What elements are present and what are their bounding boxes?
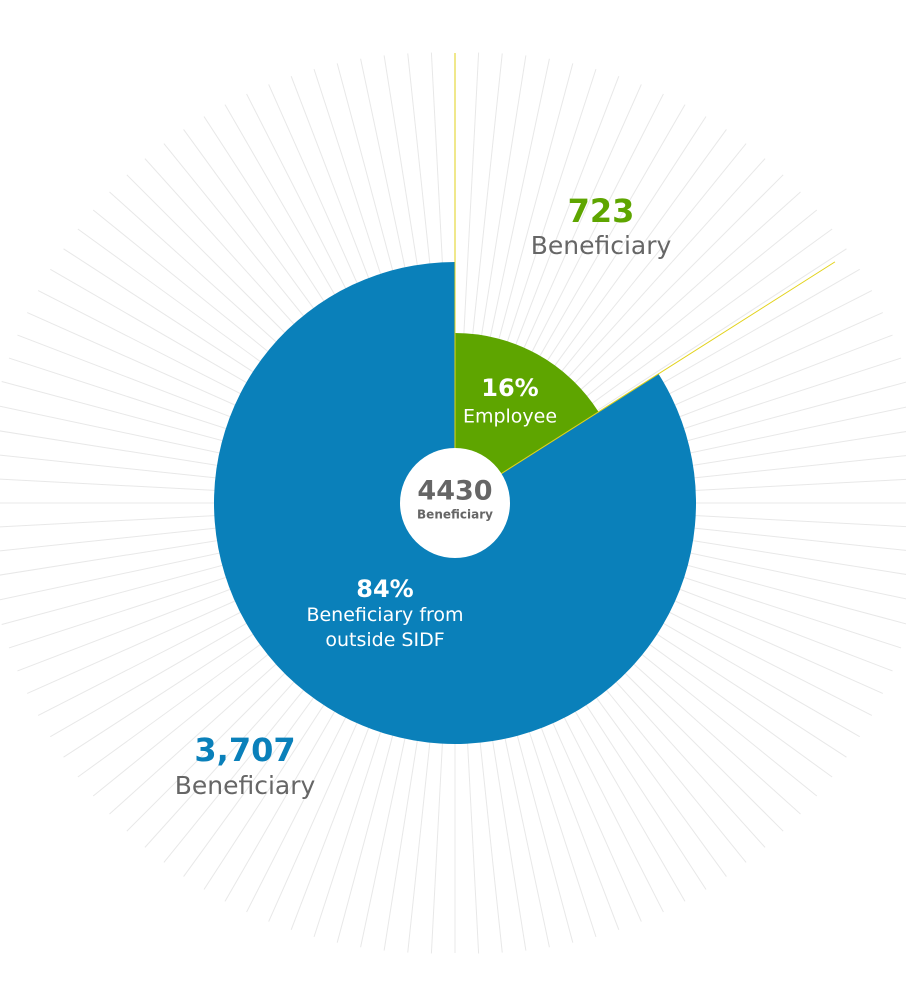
total-caption: Beneficiary [417,508,493,522]
count-label: 723 [568,192,635,230]
category-label-box: Beneficiary from outside SIDF [306,604,464,651]
center-hole [400,448,510,558]
value-label: 84% [356,575,413,603]
category-label: Employee [463,406,557,428]
labels: 4430Beneficiary16%Employee84%Beneficiary… [175,192,672,800]
count-label: 3,707 [194,731,295,769]
count-caption: Beneficiary [531,231,672,260]
separator [454,261,836,504]
count-caption: Beneficiary [175,771,316,800]
value-label: 16% [481,374,538,402]
category-label: Beneficiary from outside SIDF [306,604,464,651]
total: 4430 [417,476,492,507]
slice [455,333,599,503]
slices [214,53,836,744]
